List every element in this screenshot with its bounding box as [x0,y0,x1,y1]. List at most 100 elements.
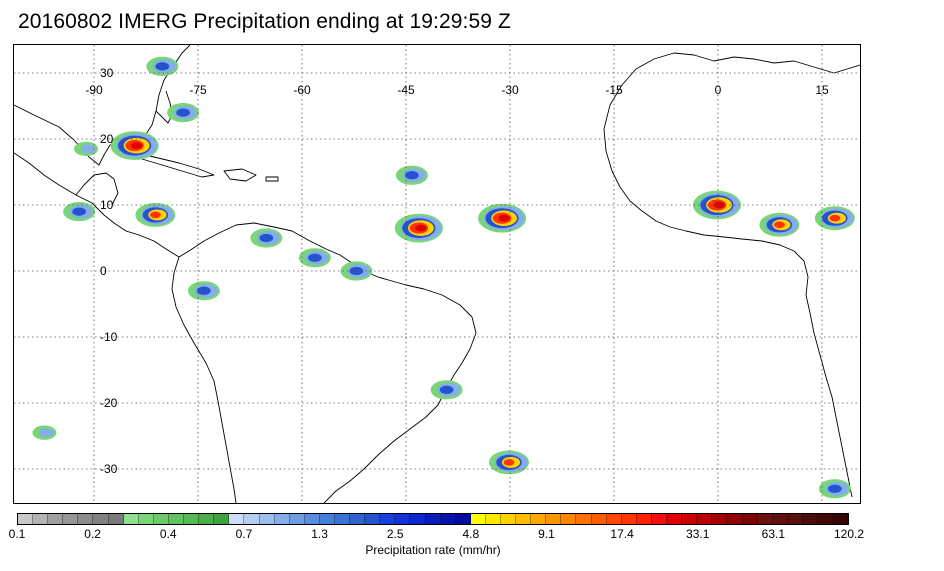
coastline-mexico [14,152,180,258]
colorbar-swatch [108,514,124,524]
colorbar-swatch [531,514,547,524]
precip-cell [395,165,428,185]
colorbar-labels: 0.1 0.2 0.4 0.7 1.3 2.5 4.8 9.1 17.4 33.1 63.1 120.… [0,527,944,543]
precip-cell [759,212,800,237]
lon-tick-label: -60 [293,83,311,97]
coastline-south-america-west [171,256,237,503]
precip-cell [167,103,200,123]
colorbar-swatch [48,514,64,524]
lon-tick-label: -45 [397,83,415,97]
colorbar-swatch [274,514,290,524]
lat-tick-label: 10 [100,198,114,212]
latitude-labels: 30 20 10 0 -10 -20 -30 [100,66,118,476]
precip-contour [259,233,274,243]
colorbar-tick-label: 120.2 [833,527,865,541]
colorbar-swatch [78,514,94,524]
colorbar-swatch [214,514,230,524]
lat-tick-label: 20 [100,132,114,146]
precipitation-layer [32,56,855,499]
colorbar-swatch [546,514,562,524]
lat-tick-label: -10 [100,330,118,344]
precip-contour [415,224,427,232]
precipitation-colorbar [17,513,849,525]
colorbar-swatch [697,514,713,524]
lon-tick-label: -30 [501,83,519,97]
map-canvas: -90 -75 -60 -45 -30 -15 0 15 30 20 10 0 -10 -20 -30 [14,45,860,503]
precip-cell [430,380,463,400]
colorbar-swatch [334,514,351,524]
colorbar-swatch [63,514,79,524]
colorbar-swatch [33,514,49,524]
colorbar-swatch [244,514,260,524]
precip-contour [713,201,725,209]
colorbar-swatch [516,514,532,524]
colorbar-swatch [365,514,381,524]
colorbar-swatch [485,514,501,524]
lat-tick-label: -20 [100,396,118,410]
colorbar-swatch [787,514,803,524]
colorbar-tick-label: 0.4 [159,527,177,541]
colorbar-tick-label: 2.5 [386,527,404,541]
colorbar-swatch [455,514,471,524]
colorbar-swatch [138,514,154,524]
colorbar-swatch [621,514,637,524]
colorbar-swatch [757,514,773,524]
colorbar-swatch [304,514,320,524]
precip-cell [298,248,331,268]
precip-contour [80,144,96,154]
coastline-florida [155,90,173,124]
colorbar-swatch [561,514,577,524]
colorbar-swatch [199,514,215,524]
precip-cell [478,203,527,233]
coastline-cuba [133,152,215,178]
lon-tick-label: -90 [85,83,103,97]
precip-contour [149,211,161,219]
colorbar-swatch [712,514,728,524]
precip-cell [32,425,57,440]
coastline-africa [603,52,860,498]
colorbar-tick-label: 33.1 [686,527,710,541]
colorbar-swatch [682,514,698,524]
precip-contour [503,459,515,466]
precip-cell [818,479,851,499]
precip-contour [405,171,419,180]
precip-contour [72,207,86,216]
precip-contour [773,221,785,229]
colorbar-swatch [289,514,305,524]
colorbar-swatch [636,514,652,524]
lon-tick-label: -15 [605,83,623,97]
precip-cell [394,213,443,243]
precip-contour [308,253,322,262]
precip-cell [187,281,220,301]
precip-contour [131,142,143,149]
colorbar-swatch [606,514,622,524]
colorbar-swatch [93,514,109,524]
colorbar-swatch [410,514,426,524]
precip-cell [110,131,159,160]
precip-contour [176,108,190,117]
precip-cell [489,450,529,475]
colorbar-swatch [440,514,456,524]
coastline-hispaniola [223,168,257,182]
map-title: 20160802 IMERG Precipitation ending at 1… [18,10,511,33]
colorbar-swatch [425,514,441,524]
colorbar-swatch [123,514,139,524]
precip-contour [829,214,841,222]
colorbar-swatch [470,514,486,524]
precip-cell [146,56,179,76]
colorbar-swatch [817,514,834,524]
precipitation-map: -90 -75 -60 -45 -30 -15 0 15 30 20 10 0 -10 -20 -30 [13,44,861,504]
coastlines [14,45,860,503]
colorbar-tick-label: 63.1 [761,527,786,541]
colorbar-swatch [184,514,200,524]
precip-cell [814,206,855,231]
longitude-labels: -90 -75 -60 -45 -30 -15 0 15 [85,83,829,97]
colorbar-swatch [168,514,185,524]
precip-contour [439,385,454,394]
precip-cell [250,228,283,248]
colorbar-swatch [727,514,743,524]
colorbar-swatch [501,514,517,524]
colorbar-swatch [259,514,275,524]
colorbar-tick-label: 0.2 [84,527,101,541]
colorbar-tick-label: 17.4 [610,527,634,541]
